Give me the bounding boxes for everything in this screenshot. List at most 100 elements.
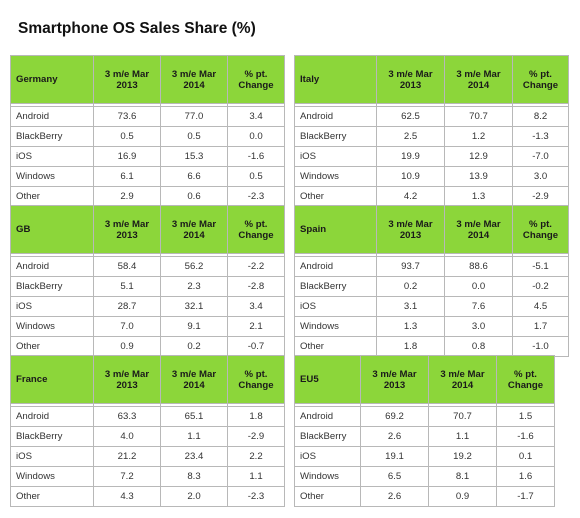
os-label: Other (10, 186, 94, 207)
os-label: Windows (10, 466, 94, 487)
os-label: Windows (294, 166, 377, 187)
change-value: -1.7 (496, 486, 555, 507)
os-label: Android (10, 106, 94, 127)
change-value: 8.2 (512, 106, 569, 127)
value-2013: 21.2 (93, 446, 161, 467)
column-header-1: 3 m/e Mar 2013 (93, 55, 161, 104)
panel-name: Italy (294, 55, 377, 104)
os-label: Android (294, 256, 377, 277)
change-value: -2.2 (227, 256, 285, 277)
value-2013: 7.2 (93, 466, 161, 487)
value-2014: 56.2 (160, 256, 228, 277)
table-row: Windows 6.1 6.6 0.5 (10, 166, 285, 187)
value-2014: 65.1 (160, 406, 228, 427)
os-label: iOS (10, 146, 94, 167)
os-label: iOS (10, 446, 94, 467)
header-gap (10, 103, 285, 107)
os-label: iOS (294, 296, 377, 317)
change-value: 0.0 (227, 126, 285, 147)
column-header-1: 3 m/e Mar 2013 (360, 355, 429, 404)
value-2014: 6.6 (160, 166, 228, 187)
value-2013: 69.2 (360, 406, 429, 427)
value-2014: 70.7 (444, 106, 513, 127)
change-value: -7.0 (512, 146, 569, 167)
header-gap (294, 403, 555, 407)
change-value: -2.9 (227, 426, 285, 447)
value-2014: 0.9 (428, 486, 497, 507)
table-spain: Spain 3 m/e Mar 2013 3 m/e Mar 2014% pt. C… (294, 205, 569, 357)
value-2014: 0.2 (160, 336, 228, 357)
value-2014: 2.0 (160, 486, 228, 507)
value-2014: 2.3 (160, 276, 228, 297)
table-row: iOS 19.9 12.9 -7.0 (294, 146, 569, 167)
value-2014: 1.3 (444, 186, 513, 207)
value-2014: 12.9 (444, 146, 513, 167)
table-row: BlackBerry 2.5 1.2 -1.3 (294, 126, 569, 147)
table-row: BlackBerry 2.6 1.1 -1.6 (294, 426, 555, 447)
column-header-2: 3 m/e Mar 2014 (160, 205, 228, 254)
value-2013: 0.5 (93, 126, 161, 147)
value-2014: 1.1 (428, 426, 497, 447)
os-label: Windows (10, 166, 94, 187)
value-2014: 1.2 (444, 126, 513, 147)
change-value: 3.4 (227, 106, 285, 127)
value-2014: 8.1 (428, 466, 497, 487)
table-row: iOS 21.2 23.4 2.2 (10, 446, 285, 467)
value-2014: 70.7 (428, 406, 497, 427)
value-2013: 1.8 (376, 336, 445, 357)
column-header-2: 3 m/e Mar 2014 (160, 55, 228, 104)
os-label: iOS (294, 446, 361, 467)
os-label: iOS (294, 146, 377, 167)
panel-name: GB (10, 205, 94, 254)
header-row: EU5 3 m/e Mar 2013 3 m/e Mar 2014% pt. Cha… (294, 355, 555, 404)
column-header-1: 3 m/e Mar 2013 (376, 205, 445, 254)
change-value: 2.2 (227, 446, 285, 467)
os-label: Other (294, 336, 377, 357)
table-row: BlackBerry 5.1 2.3 -2.8 (10, 276, 285, 297)
column-header-2: 3 m/e Mar 2014 (160, 355, 228, 404)
change-value: 2.1 (227, 316, 285, 337)
gap-cell (227, 253, 285, 257)
header-gap (10, 253, 285, 257)
column-header-3: % pt. Change (512, 205, 569, 254)
header-gap (294, 253, 569, 257)
change-value: 1.1 (227, 466, 285, 487)
value-2013: 4.2 (376, 186, 445, 207)
os-label: BlackBerry (294, 276, 377, 297)
table-gb: GB 3 m/e Mar 2013 3 m/e Mar 2014% pt. Chan… (10, 205, 285, 357)
header-row: France 3 m/e Mar 2013 3 m/e Mar 2014% pt. … (10, 355, 285, 404)
os-label: iOS (10, 296, 94, 317)
header-row: GB 3 m/e Mar 2013 3 m/e Mar 2014% pt. Chan… (10, 205, 285, 254)
os-label: Other (10, 486, 94, 507)
value-2013: 58.4 (93, 256, 161, 277)
table-row: Windows 1.3 3.0 1.7 (294, 316, 569, 337)
os-label: Android (294, 106, 377, 127)
table-row: Windows 10.9 13.9 3.0 (294, 166, 569, 187)
column-header-3: % pt. Change (512, 55, 569, 104)
value-2014: 9.1 (160, 316, 228, 337)
page-title: Smartphone OS Sales Share (%) (18, 20, 256, 37)
os-label: BlackBerry (10, 126, 94, 147)
value-2013: 2.6 (360, 426, 429, 447)
value-2014: 7.6 (444, 296, 513, 317)
change-value: 1.6 (496, 466, 555, 487)
table-row: Other 4.3 2.0 -2.3 (10, 486, 285, 507)
column-header-3: % pt. Change (227, 205, 285, 254)
value-2013: 19.1 (360, 446, 429, 467)
column-header-3: % pt. Change (227, 355, 285, 404)
value-2013: 2.5 (376, 126, 445, 147)
value-2014: 32.1 (160, 296, 228, 317)
gap-cell (227, 403, 285, 407)
table-row: Windows 6.5 8.1 1.6 (294, 466, 555, 487)
value-2014: 0.5 (160, 126, 228, 147)
os-label: BlackBerry (294, 126, 377, 147)
column-header-2: 3 m/e Mar 2014 (444, 205, 513, 254)
gap-cell (512, 253, 569, 257)
value-2013: 2.9 (93, 186, 161, 207)
table-row: BlackBerry 4.0 1.1 -2.9 (10, 426, 285, 447)
header-row: Spain 3 m/e Mar 2013 3 m/e Mar 2014% pt. C… (294, 205, 569, 254)
column-header-1: 3 m/e Mar 2013 (93, 205, 161, 254)
table-row: Android 73.6 77.0 3.4 (10, 106, 285, 127)
value-2013: 63.3 (93, 406, 161, 427)
change-value: -0.2 (512, 276, 569, 297)
